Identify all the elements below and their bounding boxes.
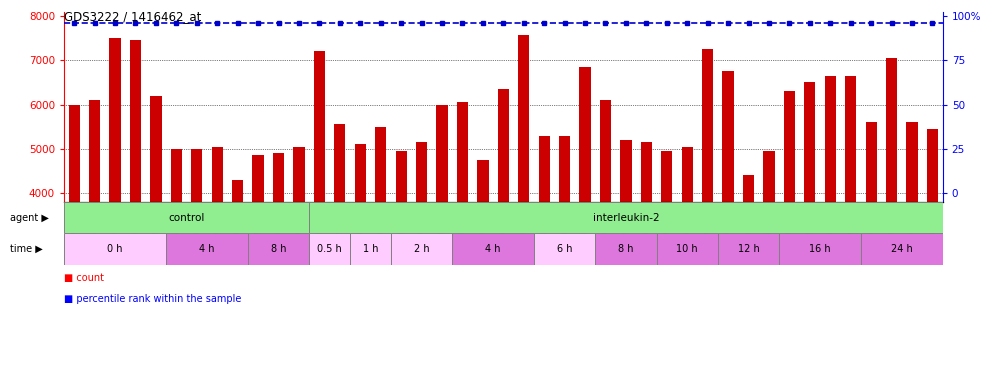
- Bar: [656, 233, 718, 265]
- Text: 4 h: 4 h: [485, 244, 501, 254]
- Text: 0 h: 0 h: [107, 244, 123, 254]
- Bar: [498, 89, 509, 202]
- Bar: [595, 233, 656, 265]
- Text: 2 h: 2 h: [413, 244, 429, 254]
- Bar: [457, 102, 468, 202]
- Bar: [151, 96, 161, 202]
- Bar: [866, 122, 877, 202]
- Text: 24 h: 24 h: [891, 244, 913, 254]
- Bar: [906, 122, 918, 202]
- Bar: [784, 91, 795, 202]
- Bar: [927, 129, 938, 202]
- Bar: [416, 142, 427, 202]
- Bar: [580, 67, 590, 202]
- Bar: [130, 40, 141, 202]
- Bar: [309, 202, 943, 233]
- Bar: [886, 58, 897, 202]
- Bar: [309, 233, 350, 265]
- Text: control: control: [168, 213, 205, 223]
- Bar: [779, 233, 861, 265]
- Bar: [764, 151, 774, 202]
- Bar: [396, 151, 406, 202]
- Bar: [232, 180, 243, 202]
- Bar: [293, 147, 305, 202]
- Bar: [641, 142, 652, 202]
- Bar: [477, 160, 488, 202]
- Bar: [620, 140, 632, 202]
- Text: 4 h: 4 h: [199, 244, 215, 254]
- Bar: [191, 149, 203, 202]
- Bar: [702, 49, 713, 202]
- Text: ■ count: ■ count: [64, 273, 104, 283]
- Bar: [109, 38, 121, 202]
- Text: 8 h: 8 h: [618, 244, 634, 254]
- Bar: [743, 175, 754, 202]
- Text: ■ percentile rank within the sample: ■ percentile rank within the sample: [64, 294, 241, 304]
- Bar: [69, 104, 80, 202]
- Bar: [335, 124, 345, 202]
- Bar: [682, 147, 693, 202]
- Bar: [559, 136, 571, 202]
- Bar: [661, 151, 672, 202]
- Bar: [273, 153, 284, 202]
- Bar: [253, 156, 264, 202]
- Bar: [354, 144, 366, 202]
- Text: 6 h: 6 h: [557, 244, 573, 254]
- Bar: [534, 233, 595, 265]
- Text: time ▶: time ▶: [10, 244, 42, 254]
- Text: agent ▶: agent ▶: [10, 213, 49, 223]
- Bar: [375, 127, 387, 202]
- Bar: [350, 233, 391, 265]
- Text: 10 h: 10 h: [676, 244, 698, 254]
- Bar: [64, 202, 309, 233]
- Bar: [722, 71, 734, 202]
- Bar: [804, 83, 816, 202]
- Bar: [314, 51, 325, 202]
- Text: GDS3222 / 1416462_at: GDS3222 / 1416462_at: [64, 10, 202, 23]
- Text: interleukin-2: interleukin-2: [592, 213, 659, 223]
- Text: 1 h: 1 h: [363, 244, 378, 254]
- Bar: [718, 233, 779, 265]
- Bar: [845, 76, 856, 202]
- Bar: [436, 104, 448, 202]
- Bar: [453, 233, 534, 265]
- Bar: [89, 100, 100, 202]
- Text: 12 h: 12 h: [738, 244, 760, 254]
- Bar: [248, 233, 309, 265]
- Bar: [825, 76, 835, 202]
- Text: 0.5 h: 0.5 h: [317, 244, 342, 254]
- Bar: [600, 100, 611, 202]
- Bar: [538, 136, 550, 202]
- Text: 16 h: 16 h: [809, 244, 830, 254]
- Bar: [391, 233, 453, 265]
- Bar: [171, 149, 182, 202]
- Bar: [861, 233, 943, 265]
- Bar: [166, 233, 248, 265]
- Bar: [64, 233, 166, 265]
- Bar: [212, 147, 222, 202]
- Bar: [519, 35, 529, 202]
- Text: 8 h: 8 h: [271, 244, 286, 254]
